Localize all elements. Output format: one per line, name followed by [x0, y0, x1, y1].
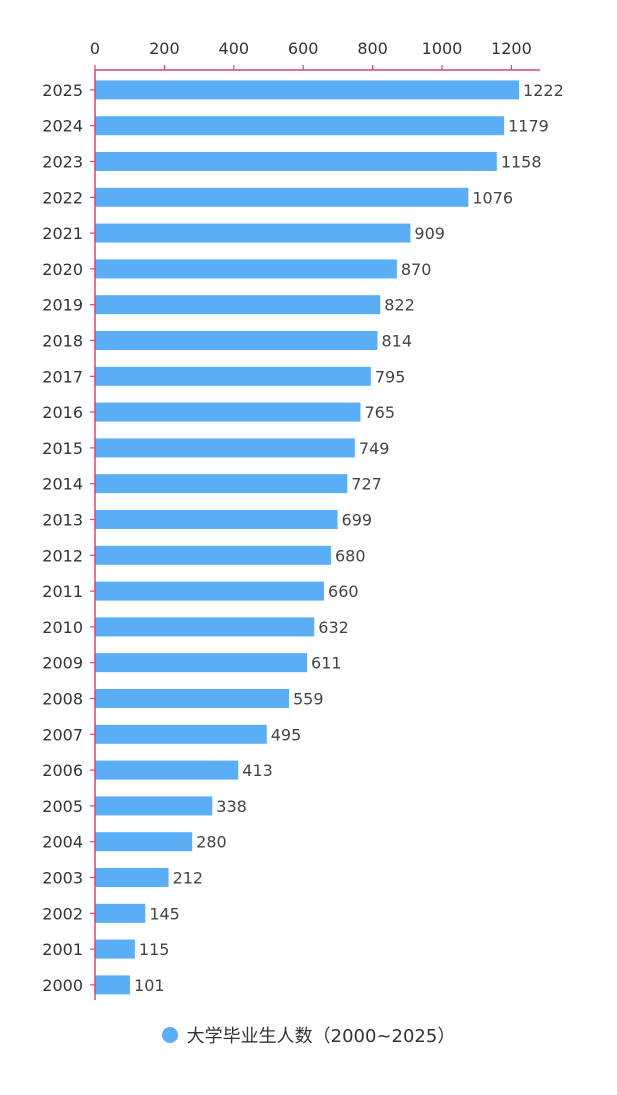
y-axis: 2025 2024 2023 2022 2021 2020 2019 2018 2017 2016… — [42, 81, 83, 995]
value-label: 870 — [401, 260, 432, 279]
category-label: 2018 — [42, 332, 83, 351]
bar-2008[interactable] — [95, 689, 289, 708]
value-label: 680 — [335, 546, 366, 565]
bar-2021[interactable] — [95, 223, 411, 243]
category-label: 2003 — [42, 869, 83, 888]
value-label: 1076 — [472, 188, 513, 207]
value-label: 495 — [271, 725, 302, 744]
category-label: 2008 — [42, 690, 83, 709]
category-label: 2019 — [42, 296, 83, 315]
category-label: 2010 — [42, 618, 83, 637]
bar-2016[interactable] — [95, 402, 361, 422]
category-label: 2015 — [42, 439, 83, 458]
category-label: 2016 — [42, 403, 83, 422]
value-label: 280 — [196, 833, 227, 852]
bar-2003[interactable] — [95, 868, 169, 887]
bar-2007[interactable] — [95, 724, 267, 744]
bar-2002[interactable] — [95, 903, 146, 923]
bar-2013[interactable] — [95, 510, 338, 529]
category-label: 2013 — [42, 511, 83, 530]
category-label: 2012 — [42, 546, 83, 565]
category-label: 2014 — [42, 475, 83, 494]
bar-2011[interactable] — [95, 581, 325, 601]
x-tick-label: 1200 — [491, 39, 532, 58]
value-label: 145 — [149, 904, 180, 923]
value-label: 413 — [242, 761, 273, 780]
value-label: 765 — [364, 403, 395, 422]
category-label: 2022 — [42, 188, 83, 207]
value-label: 1179 — [508, 117, 549, 136]
x-tick-label: 400 — [219, 39, 250, 58]
bar-2022[interactable] — [95, 187, 469, 207]
x-tick-label: 0 — [90, 39, 100, 58]
bar-2006[interactable] — [95, 760, 239, 780]
value-label: 1158 — [501, 153, 542, 172]
category-label: 2011 — [42, 582, 83, 601]
category-label: 2002 — [42, 904, 83, 923]
bar-2020[interactable] — [95, 259, 397, 279]
bar-2004[interactable] — [95, 832, 193, 852]
category-label: 2023 — [42, 153, 83, 172]
category-label: 2006 — [42, 761, 83, 780]
category-label: 2025 — [42, 81, 83, 100]
value-label: 338 — [216, 797, 247, 816]
value-label: 1222 — [523, 81, 564, 100]
value-label: 559 — [293, 690, 324, 709]
bar-2001[interactable] — [95, 939, 135, 959]
bar-2024[interactable] — [95, 116, 505, 136]
value-label: 822 — [384, 296, 415, 315]
value-label: 212 — [173, 869, 204, 888]
category-label: 2007 — [42, 725, 83, 744]
bar-2012[interactable] — [95, 545, 331, 565]
bar-2015[interactable] — [95, 438, 355, 458]
axis-lines — [90, 65, 540, 1000]
bars-group — [95, 80, 520, 995]
bar-2018[interactable] — [95, 331, 378, 350]
bar-2005[interactable] — [95, 796, 213, 816]
bar-2014[interactable] — [95, 474, 348, 494]
value-label: 814 — [381, 332, 412, 351]
bar-2019[interactable] — [95, 295, 381, 315]
x-axis: 0 200 400 600 800 1000 1200 — [90, 39, 532, 58]
category-label: 2001 — [42, 940, 83, 959]
category-label: 2020 — [42, 260, 83, 279]
category-label: 2004 — [42, 833, 83, 852]
category-label: 2009 — [42, 654, 83, 673]
x-tick-label: 600 — [288, 39, 319, 58]
x-tick-label: 1000 — [422, 39, 463, 58]
bar-chart: 0 200 400 600 800 1000 1200 202520242023202220… — [42, 39, 564, 1000]
value-label: 660 — [328, 582, 359, 601]
bar-2017[interactable] — [95, 366, 371, 386]
category-label: 2024 — [42, 117, 83, 136]
category-label: 2017 — [42, 367, 83, 386]
value-label: 115 — [139, 940, 170, 959]
bar-2025[interactable] — [95, 80, 520, 100]
value-label: 101 — [134, 976, 165, 995]
value-label: 699 — [342, 511, 373, 530]
value-label: 795 — [375, 367, 406, 386]
category-label: 2000 — [42, 976, 83, 995]
value-label: 909 — [414, 224, 445, 243]
value-label: 749 — [359, 439, 390, 458]
value-label: 727 — [351, 475, 382, 494]
legend-label: 大学毕业生人数（2000~2025） — [186, 1026, 456, 1047]
legend-item[interactable]: 大学毕业生人数（2000~2025） — [161, 1022, 456, 1048]
bar-2009[interactable] — [95, 653, 308, 673]
x-tick-label: 200 — [149, 39, 180, 58]
category-label: 2005 — [42, 797, 83, 816]
value-label: 632 — [318, 618, 349, 637]
legend: 大学毕业生人数（2000~2025） — [0, 1022, 617, 1048]
legend-swatch-icon — [161, 1027, 178, 1043]
x-tick-label: 800 — [357, 39, 388, 58]
category-label: 2021 — [42, 224, 83, 243]
bar-2010[interactable] — [95, 617, 315, 637]
data-labels-group: 1222 1179 1158 1076 909 870 822 814 795 765 749 727… — [134, 81, 564, 995]
bar-2000[interactable] — [95, 975, 131, 995]
bar-2023[interactable] — [95, 152, 497, 171]
value-label: 611 — [311, 654, 342, 673]
